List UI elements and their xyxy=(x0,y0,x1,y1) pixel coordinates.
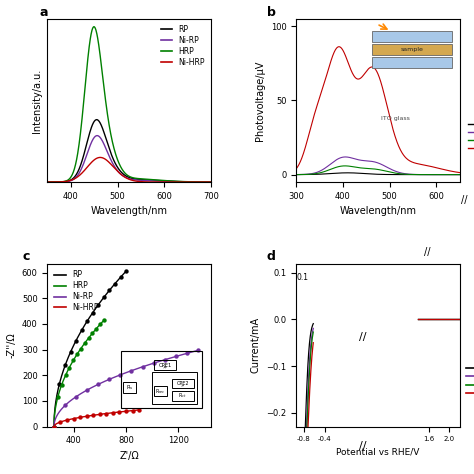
Point xyxy=(92,325,100,333)
Point xyxy=(58,381,65,388)
Text: d: d xyxy=(267,250,275,263)
Point xyxy=(194,346,202,354)
Y-axis label: Intensity/a.u.: Intensity/a.u. xyxy=(32,68,42,133)
Y-axis label: Photovoltage/μV: Photovoltage/μV xyxy=(255,60,265,141)
Text: ITO glass: ITO glass xyxy=(381,116,410,121)
Point xyxy=(83,317,91,325)
Point xyxy=(72,337,80,345)
Legend: RP, Ni-RP, HRP, Ni-HRP: RP, Ni-RP, HRP, Ni-HRP xyxy=(463,363,474,399)
Point xyxy=(94,381,102,388)
Text: b: b xyxy=(267,6,275,18)
Bar xyxy=(123,382,136,393)
FancyBboxPatch shape xyxy=(373,31,452,42)
Point xyxy=(106,287,113,294)
Point xyxy=(77,345,85,352)
Text: sample: sample xyxy=(401,47,424,52)
Point xyxy=(78,326,86,334)
Point xyxy=(128,367,135,374)
Text: CPE2: CPE2 xyxy=(176,382,189,386)
Point xyxy=(116,408,123,416)
Text: //: // xyxy=(359,332,367,342)
Point xyxy=(50,423,58,430)
Point xyxy=(67,348,74,356)
Text: a: a xyxy=(39,6,48,18)
Legend: RP, HRP, Ni-RP, Ni-HRP: RP, HRP, Ni-RP, Ni-HRP xyxy=(51,267,101,315)
Point xyxy=(150,359,157,367)
Point xyxy=(76,414,84,421)
Point xyxy=(50,423,58,430)
Y-axis label: -Z''/Ω: -Z''/Ω xyxy=(6,332,16,358)
X-axis label: Z'/Ω: Z'/Ω xyxy=(119,451,139,461)
Point xyxy=(117,371,124,379)
Point xyxy=(56,418,64,426)
Text: c: c xyxy=(23,250,30,263)
Text: //: // xyxy=(359,441,367,451)
Point xyxy=(100,316,108,324)
Text: »: » xyxy=(162,365,166,371)
Point xyxy=(161,356,169,364)
X-axis label: Wavelength/nm: Wavelength/nm xyxy=(91,206,168,216)
Point xyxy=(129,407,137,414)
Bar xyxy=(172,379,193,389)
Point xyxy=(90,411,97,419)
Text: 0.1: 0.1 xyxy=(296,273,308,283)
Legend: RP, Ni-RP, HRP, Ni-HRP: RP, Ni-RP, HRP, Ni-HRP xyxy=(465,118,474,154)
Point xyxy=(89,309,96,317)
FancyBboxPatch shape xyxy=(373,57,452,68)
Point xyxy=(83,386,91,394)
Point xyxy=(139,363,146,371)
Point xyxy=(62,372,69,379)
Text: R$_{ct}$: R$_{ct}$ xyxy=(178,392,187,401)
Point xyxy=(96,320,104,328)
Point xyxy=(50,423,58,430)
Text: //: // xyxy=(424,247,430,257)
Y-axis label: Current/mA: Current/mA xyxy=(251,317,261,373)
Point xyxy=(122,267,130,275)
Point xyxy=(83,412,91,420)
Point xyxy=(73,350,81,358)
Point xyxy=(100,293,108,301)
Point xyxy=(55,380,63,388)
X-axis label: Wavelength/nm: Wavelength/nm xyxy=(339,206,417,216)
Point xyxy=(73,393,80,401)
Bar xyxy=(152,373,197,404)
Point xyxy=(89,329,96,337)
Point xyxy=(96,410,103,418)
Point xyxy=(54,393,62,401)
Bar xyxy=(172,391,193,401)
Text: //: // xyxy=(461,195,468,205)
Point xyxy=(81,339,89,347)
Point xyxy=(65,364,73,372)
Point xyxy=(122,408,129,415)
Point xyxy=(70,415,77,422)
Point xyxy=(106,375,113,383)
Point xyxy=(172,353,180,360)
Text: R$_{rec}$: R$_{rec}$ xyxy=(155,387,166,396)
Point xyxy=(50,423,58,430)
Point xyxy=(61,401,69,409)
FancyBboxPatch shape xyxy=(373,44,452,55)
Legend: RP, Ni-RP, HRP, Ni-HRP: RP, Ni-RP, HRP, Ni-HRP xyxy=(159,23,207,69)
Text: »: » xyxy=(180,383,183,389)
Point xyxy=(111,280,118,288)
Point xyxy=(109,409,117,417)
Bar xyxy=(120,351,201,408)
Point xyxy=(85,334,92,342)
Point xyxy=(64,416,71,424)
Point xyxy=(70,356,77,364)
X-axis label: Potential vs RHE/V: Potential vs RHE/V xyxy=(336,448,419,457)
Point xyxy=(94,301,102,309)
Text: CPE1: CPE1 xyxy=(158,363,172,367)
Text: R$_s$: R$_s$ xyxy=(126,383,134,392)
Point xyxy=(102,410,110,417)
Point xyxy=(183,349,191,357)
Bar xyxy=(154,386,167,396)
Point xyxy=(117,273,124,281)
Bar xyxy=(154,360,176,370)
Point xyxy=(135,406,143,414)
Point xyxy=(61,362,69,369)
